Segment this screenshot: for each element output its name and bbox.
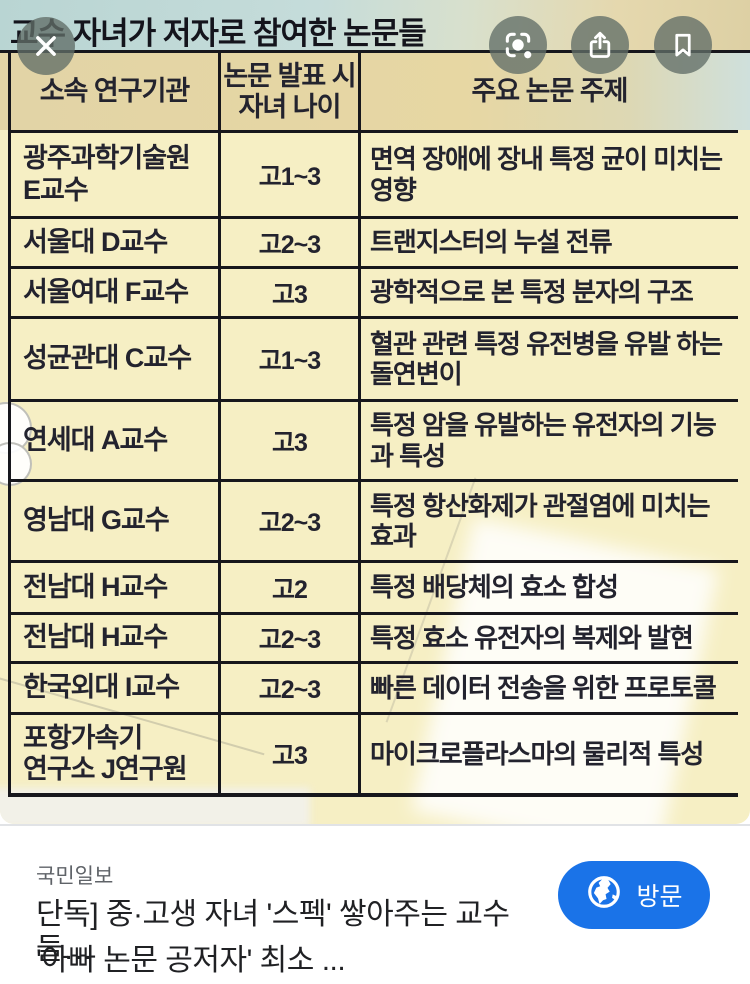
cell-age: 고2~3 <box>221 664 361 712</box>
cell-institution: 전남대 H교수 <box>11 615 221 661</box>
close-icon <box>31 31 61 61</box>
table-header-row: 소속 연구기관 논문 발표 시 자녀 나이 주요 논문 주제 <box>11 53 738 130</box>
google-lens-button[interactable] <box>489 16 547 74</box>
cell-age: 고3 <box>221 269 361 316</box>
cell-age: 고2~3 <box>221 219 361 266</box>
cell-topic: 특정 효소 유전자의 복제와 발현 <box>370 622 694 653</box>
table-top-rule <box>0 50 750 53</box>
cell-topic: 특정 암을 유발하는 유전자의 기능과 특성 <box>370 410 717 471</box>
infographic-title: 교수 자녀가 저자로 참여한 논문들 <box>10 16 427 51</box>
table-row: 서울여대 F교수 고3 광학적으로 본 특정 분자의 구조 <box>11 266 738 316</box>
close-button[interactable] <box>17 17 75 75</box>
cell-age: 고3 <box>221 715 361 793</box>
map-land-background <box>0 52 750 130</box>
cell-institution: 서울대 D교수 <box>11 219 221 266</box>
globe-icon <box>585 873 623 918</box>
result-title-line1[interactable]: 단독] 중·고생 자녀 '스펙' 쌓아주는 교수들… <box>36 898 510 966</box>
table-row: 연세대 A교수 고3 특정 암을 유발하는 유전자의 기능과 특성 <box>11 399 738 479</box>
cell-topic: 특정 항산화제가 관절염에 미치는 효과 <box>370 490 711 551</box>
col-header-topic: 주요 논문 주제 <box>471 76 628 107</box>
google-lens-icon <box>502 29 534 61</box>
cell-age: 고2 <box>221 563 361 612</box>
table-row: 전남대 H교수 고2~3 특정 효소 유전자의 복제와 발현 <box>11 612 738 661</box>
table-row: 서울대 D교수 고2~3 트랜지스터의 누설 전류 <box>11 216 738 266</box>
bookmark-icon <box>668 30 698 60</box>
source-name: 국민일보 <box>36 865 114 888</box>
table-row: 포항가속기 연구소 J연구원 고3 마이크로플라스마의 물리적 특성 <box>11 712 738 793</box>
table-row: 한국외대 I교수 고2~3 빠른 데이터 전송을 위한 프로토콜 <box>11 661 738 712</box>
result-image[interactable]: 교수 자녀가 저자로 참여한 논문들 소속 연구기관 논문 발표 시 자녀 나이… <box>0 0 750 824</box>
result-title-line2[interactable]: '아빠 논문 공저자' 최소 ... <box>36 944 346 977</box>
cell-institution: 성균관대 C교수 <box>11 319 221 399</box>
cell-age: 고3 <box>221 402 361 479</box>
table-row: 전남대 H교수 고2 특정 배당체의 효소 합성 <box>11 560 738 612</box>
col-header-institution: 소속 연구기관 <box>11 53 221 130</box>
cell-age: 고2~3 <box>221 482 361 560</box>
cell-institution: 한국외대 I교수 <box>11 664 221 712</box>
cell-institution: 광주과학기술원 E교수 <box>11 133 221 216</box>
cell-topic: 특정 배당체의 효소 합성 <box>370 572 619 603</box>
card-divider <box>0 824 750 826</box>
share-icon <box>584 29 616 61</box>
cell-age: 고1~3 <box>221 319 361 399</box>
cell-topic: 광학적으로 본 특정 분자의 구조 <box>370 277 694 308</box>
cell-institution: 전남대 H교수 <box>11 563 221 612</box>
cell-topic: 빠른 데이터 전송을 위한 프로토콜 <box>370 672 717 703</box>
result-info-panel: 국민일보 단독] 중·고생 자녀 '스펙' 쌓아주는 교수들… '아빠 논문 공… <box>0 826 750 984</box>
share-button[interactable] <box>571 16 629 74</box>
visit-button[interactable]: 방문 <box>558 861 710 929</box>
cell-institution: 연세대 A교수 <box>11 402 221 479</box>
cell-topic: 트랜지스터의 누설 전류 <box>370 227 613 258</box>
cell-age: 고1~3 <box>221 133 361 216</box>
visit-label: 방문 <box>636 883 683 911</box>
table-row: 성균관대 C교수 고1~3 혈관 관련 특정 유전병을 유발 하는 돌연변이 <box>11 316 738 399</box>
cell-topic: 마이크로플라스마의 물리적 특성 <box>370 738 704 769</box>
cell-topic: 혈관 관련 특정 유전병을 유발 하는 돌연변이 <box>370 328 723 389</box>
bookmark-button[interactable] <box>654 16 712 74</box>
table-row: 영남대 G교수 고2~3 특정 항산화제가 관절염에 미치는 효과 <box>11 479 738 560</box>
papers-table: 소속 연구기관 논문 발표 시 자녀 나이 주요 논문 주제 광주과학기술원 E… <box>8 53 738 797</box>
col-header-age: 논문 발표 시 자녀 나이 <box>221 53 361 130</box>
cell-topic: 면역 장애에 장내 특정 균이 미치는 영향 <box>370 144 723 205</box>
cell-institution: 서울여대 F교수 <box>11 269 221 316</box>
cell-institution: 포항가속기 연구소 J연구원 <box>11 715 221 793</box>
cell-institution: 영남대 G교수 <box>11 482 221 560</box>
cell-age: 고2~3 <box>221 615 361 661</box>
table-row: 광주과학기술원 E교수 고1~3 면역 장애에 장내 특정 균이 미치는 영향 <box>11 130 738 216</box>
